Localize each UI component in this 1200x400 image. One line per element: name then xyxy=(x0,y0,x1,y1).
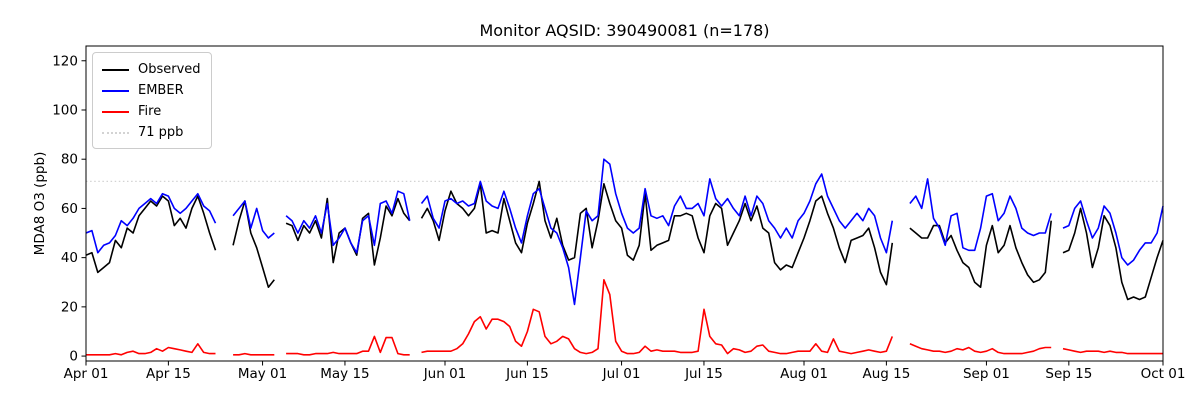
observed-line xyxy=(1062,207,1164,301)
x-tick-label: Oct 01 xyxy=(1141,366,1186,382)
y-tick-label: 100 xyxy=(52,102,78,118)
fire-line xyxy=(233,352,275,356)
y-tick-label: 80 xyxy=(61,152,78,168)
chart-title: Monitor AQSID: 390490081 (n=178) xyxy=(479,21,770,40)
ember-line xyxy=(909,178,1052,252)
fire-line xyxy=(286,335,410,356)
observed-line xyxy=(232,200,275,289)
x-tick-label: May 15 xyxy=(320,366,369,382)
observed-line xyxy=(909,220,1052,289)
legend-label: Fire xyxy=(138,104,162,119)
legend-item-fire: Fire xyxy=(102,101,201,122)
x-tick-label: Aug 15 xyxy=(862,366,910,382)
legend-label: EMBER xyxy=(138,83,184,98)
y-tick-label: 20 xyxy=(61,299,78,315)
y-tick-label: 0 xyxy=(69,349,78,365)
plot-frame xyxy=(85,45,1164,362)
x-tick-label: May 01 xyxy=(238,366,287,382)
x-tick-label: Apr 01 xyxy=(64,366,109,382)
observed-line xyxy=(285,197,411,266)
y-tick-label: 120 xyxy=(52,53,78,69)
fire-line xyxy=(421,278,894,355)
y-tick-label: 60 xyxy=(61,201,78,217)
ember-line xyxy=(420,158,894,306)
ember-line xyxy=(85,192,217,254)
ember-line xyxy=(232,200,275,239)
observed-line xyxy=(420,180,894,286)
fire-line xyxy=(909,343,1052,355)
y-tick-label: 40 xyxy=(61,250,78,266)
legend-item-71-ppb: 71 ppb xyxy=(102,122,201,143)
x-tick-label: Sep 01 xyxy=(963,366,1010,382)
legend-item-observed: Observed xyxy=(102,59,201,80)
x-tick-label: Sep 15 xyxy=(1045,366,1092,382)
y-axis-label: MDA8 O3 (ppb) xyxy=(32,152,48,256)
fire-line xyxy=(1062,347,1163,355)
observed-line xyxy=(85,195,217,274)
ember-line xyxy=(1062,200,1164,266)
x-tick-label: Jun 01 xyxy=(423,366,467,382)
x-tick-label: Jul 01 xyxy=(602,366,641,382)
x-tick-label: Jun 15 xyxy=(505,366,549,382)
legend-line-swatch xyxy=(102,68,129,71)
legend-label: 71 ppb xyxy=(138,125,184,140)
x-tick-label: Aug 01 xyxy=(780,366,828,382)
legend-item-ember: EMBER xyxy=(102,80,201,101)
legend-line-swatch xyxy=(102,131,129,134)
fire-line xyxy=(86,342,216,356)
ember-line xyxy=(285,190,411,254)
legend-label: Observed xyxy=(138,62,201,77)
legend-line-swatch xyxy=(102,89,129,92)
legend-line-swatch xyxy=(102,110,129,113)
x-tick-label: Apr 15 xyxy=(146,366,191,382)
x-tick-label: Jul 15 xyxy=(684,366,723,382)
legend: Observed EMBER Fire 71 ppb xyxy=(92,52,212,149)
